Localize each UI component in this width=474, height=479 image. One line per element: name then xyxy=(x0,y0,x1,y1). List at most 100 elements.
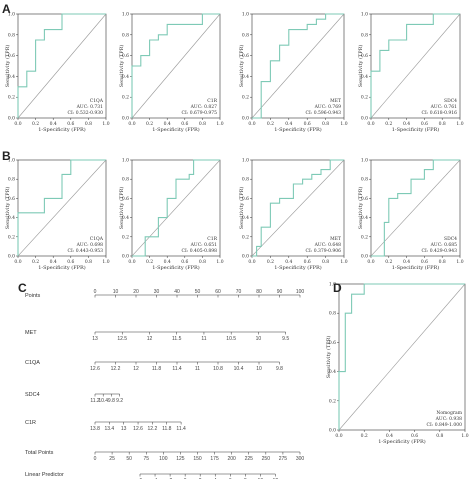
reference-diagonal xyxy=(251,159,345,257)
nomogram-tick-label: 10 xyxy=(256,336,262,342)
x-tick-label: 0.4 xyxy=(403,259,410,265)
nomogram-tick-label: 12.2 xyxy=(111,366,121,372)
y-tick-label: 0.8 xyxy=(361,32,368,38)
y-tick-label: 0.8 xyxy=(361,177,368,183)
x-tick-label: 0.0 xyxy=(248,259,255,265)
y-tick-label: 0.2 xyxy=(361,234,368,240)
legend-line: AUC: 0.761 xyxy=(430,104,457,110)
nomogram-tick-label: 11.4 xyxy=(176,426,186,432)
x-tick-label: 1.0 xyxy=(340,259,347,265)
x-tick-label: 0.8 xyxy=(439,259,446,265)
nomogram-tick-label: 13 xyxy=(92,336,98,342)
y-axis-label: Sensitivity (TPR) xyxy=(118,187,125,230)
legend-line: CI: 0.679-0.975 xyxy=(182,110,218,116)
nomogram-tick-label: 175 xyxy=(210,456,219,462)
y-tick-label: 0.8 xyxy=(329,311,336,317)
y-tick-label: 0.6 xyxy=(8,196,15,202)
nomogram-tick-label: 100 xyxy=(296,289,305,295)
x-tick-label: 0.0 xyxy=(14,259,21,265)
reference-diagonal xyxy=(131,13,221,119)
nomogram-tick-label: 9.8 xyxy=(108,398,115,404)
y-tick-label: 0.8 xyxy=(242,177,249,183)
plot-frame xyxy=(370,159,461,257)
nomogram-tick-label: 70 xyxy=(236,289,242,295)
x-tick-label: 0.8 xyxy=(85,121,92,127)
roc-chart-9: 0.00.0 0.2 0.2 0.4 0.4 0.6 0.6 0.8 0.8 1.0 1.0 1-Sp… xyxy=(325,282,469,446)
y-axis-label: Sensitivity (TPR) xyxy=(4,187,11,230)
nomogram-row-7: Linear Predictor-6-4-2024681012 xyxy=(25,472,278,479)
x-tick-label: 1.0 xyxy=(456,259,463,265)
legend-line: AUC: 0.651 xyxy=(190,242,217,248)
nomogram-tick-label: 50 xyxy=(195,289,201,295)
roc-curve xyxy=(338,283,465,430)
nomogram-tick-label: 12.2 xyxy=(148,426,158,432)
nomogram-tick-label: 10 xyxy=(256,366,262,372)
y-tick-label: 1.0 xyxy=(242,12,249,18)
nomogram-row-label: SDC4 xyxy=(25,392,40,398)
x-axis-label: 1-Specificity (FPR) xyxy=(38,126,86,133)
nomogram-tick-label: 225 xyxy=(245,456,254,462)
nomogram-tick-label: 90 xyxy=(277,289,283,295)
y-tick-label: 1.0 xyxy=(361,12,368,18)
nomogram-row-1: Points 0 10 20 30 40 50 60 70 80 90 100 xyxy=(25,289,304,299)
y-tick-label: 0.2 xyxy=(242,234,249,240)
roc-curve xyxy=(132,159,220,257)
legend-line: AUC: 0.685 xyxy=(430,242,457,248)
x-tick-label: 0.6 xyxy=(67,259,74,265)
x-axis-label: 1-Specificity (FPR) xyxy=(378,438,426,445)
plot-frame xyxy=(131,159,221,257)
legend-line: CI: 0.405-0.898 xyxy=(182,248,218,254)
x-tick-label: 0.2 xyxy=(32,121,39,127)
reference-diagonal xyxy=(338,283,466,431)
legend-line: CI: 0.532-0.930 xyxy=(68,110,104,116)
nomogram-tick-label: 11.8 xyxy=(162,426,172,432)
legend-line: SDC4 xyxy=(444,236,457,242)
x-tick-label: 0.2 xyxy=(385,259,392,265)
y-tick-label: 0.8 xyxy=(8,32,15,38)
panel-letter-a: A xyxy=(2,2,11,16)
nomogram-tick-label: 12 xyxy=(133,366,139,372)
legend-line: C1R xyxy=(207,236,217,242)
y-tick-label: 1.0 xyxy=(361,158,368,164)
y-tick-label: 0.2 xyxy=(122,95,129,101)
nomogram-tick-label: 9.8 xyxy=(276,366,283,372)
x-tick-label: 0.6 xyxy=(304,259,311,265)
y-tick-label: 0.4 xyxy=(361,74,368,80)
nomogram-tick-label: 10.4 xyxy=(98,398,108,404)
nomogram-tick-label: 9.5 xyxy=(282,336,289,342)
roc-curve xyxy=(252,13,344,119)
nomogram-tick-label: 150 xyxy=(193,456,202,462)
roc-curve xyxy=(131,13,220,118)
nomogram-tick-label: 125 xyxy=(176,456,185,462)
x-tick-label: 0.8 xyxy=(85,259,92,265)
x-axis-label: 1-Specificity (FPR) xyxy=(274,264,322,271)
roc-curve xyxy=(17,13,106,118)
x-tick-label: 0.6 xyxy=(181,121,188,127)
nomogram-row-label: MET xyxy=(25,330,37,336)
roc-curve xyxy=(370,13,460,118)
y-tick-label: 0.6 xyxy=(329,340,336,346)
plot-frame xyxy=(251,13,345,119)
nomogram-tick-label: 300 xyxy=(296,456,305,462)
nomogram-tick-label: 200 xyxy=(227,456,236,462)
y-tick-label: 0.4 xyxy=(8,74,15,80)
nomogram-row-label: Total Points xyxy=(25,450,54,456)
roc-chart-4: 0.00.0 0.2 0.2 0.4 0.4 0.6 0.6 0.8 0.8 1.0 1.0 1-Sp… xyxy=(357,12,464,134)
legend-line: CI: 0.596-0.943 xyxy=(306,110,342,116)
nomogram-tick-label: 11.2 xyxy=(90,398,100,404)
y-tick-label: 1.0 xyxy=(122,158,129,164)
x-tick-label: 0.2 xyxy=(146,121,153,127)
y-tick-label: 0.0 xyxy=(8,254,15,260)
x-tick-label: 0.6 xyxy=(181,259,188,265)
nomogram-tick-label: 60 xyxy=(215,289,221,295)
x-tick-label: 0.8 xyxy=(322,121,329,127)
legend-line: MET xyxy=(330,236,341,242)
y-tick-label: 0.6 xyxy=(242,196,249,202)
x-tick-label: 0.4 xyxy=(386,433,393,439)
x-tick-label: 0.8 xyxy=(322,259,329,265)
y-tick-label: 0.8 xyxy=(122,32,129,38)
nomogram-tick-label: 9.2 xyxy=(116,398,123,404)
y-tick-label: 1.0 xyxy=(242,158,249,164)
x-tick-label: 0.4 xyxy=(50,121,57,127)
